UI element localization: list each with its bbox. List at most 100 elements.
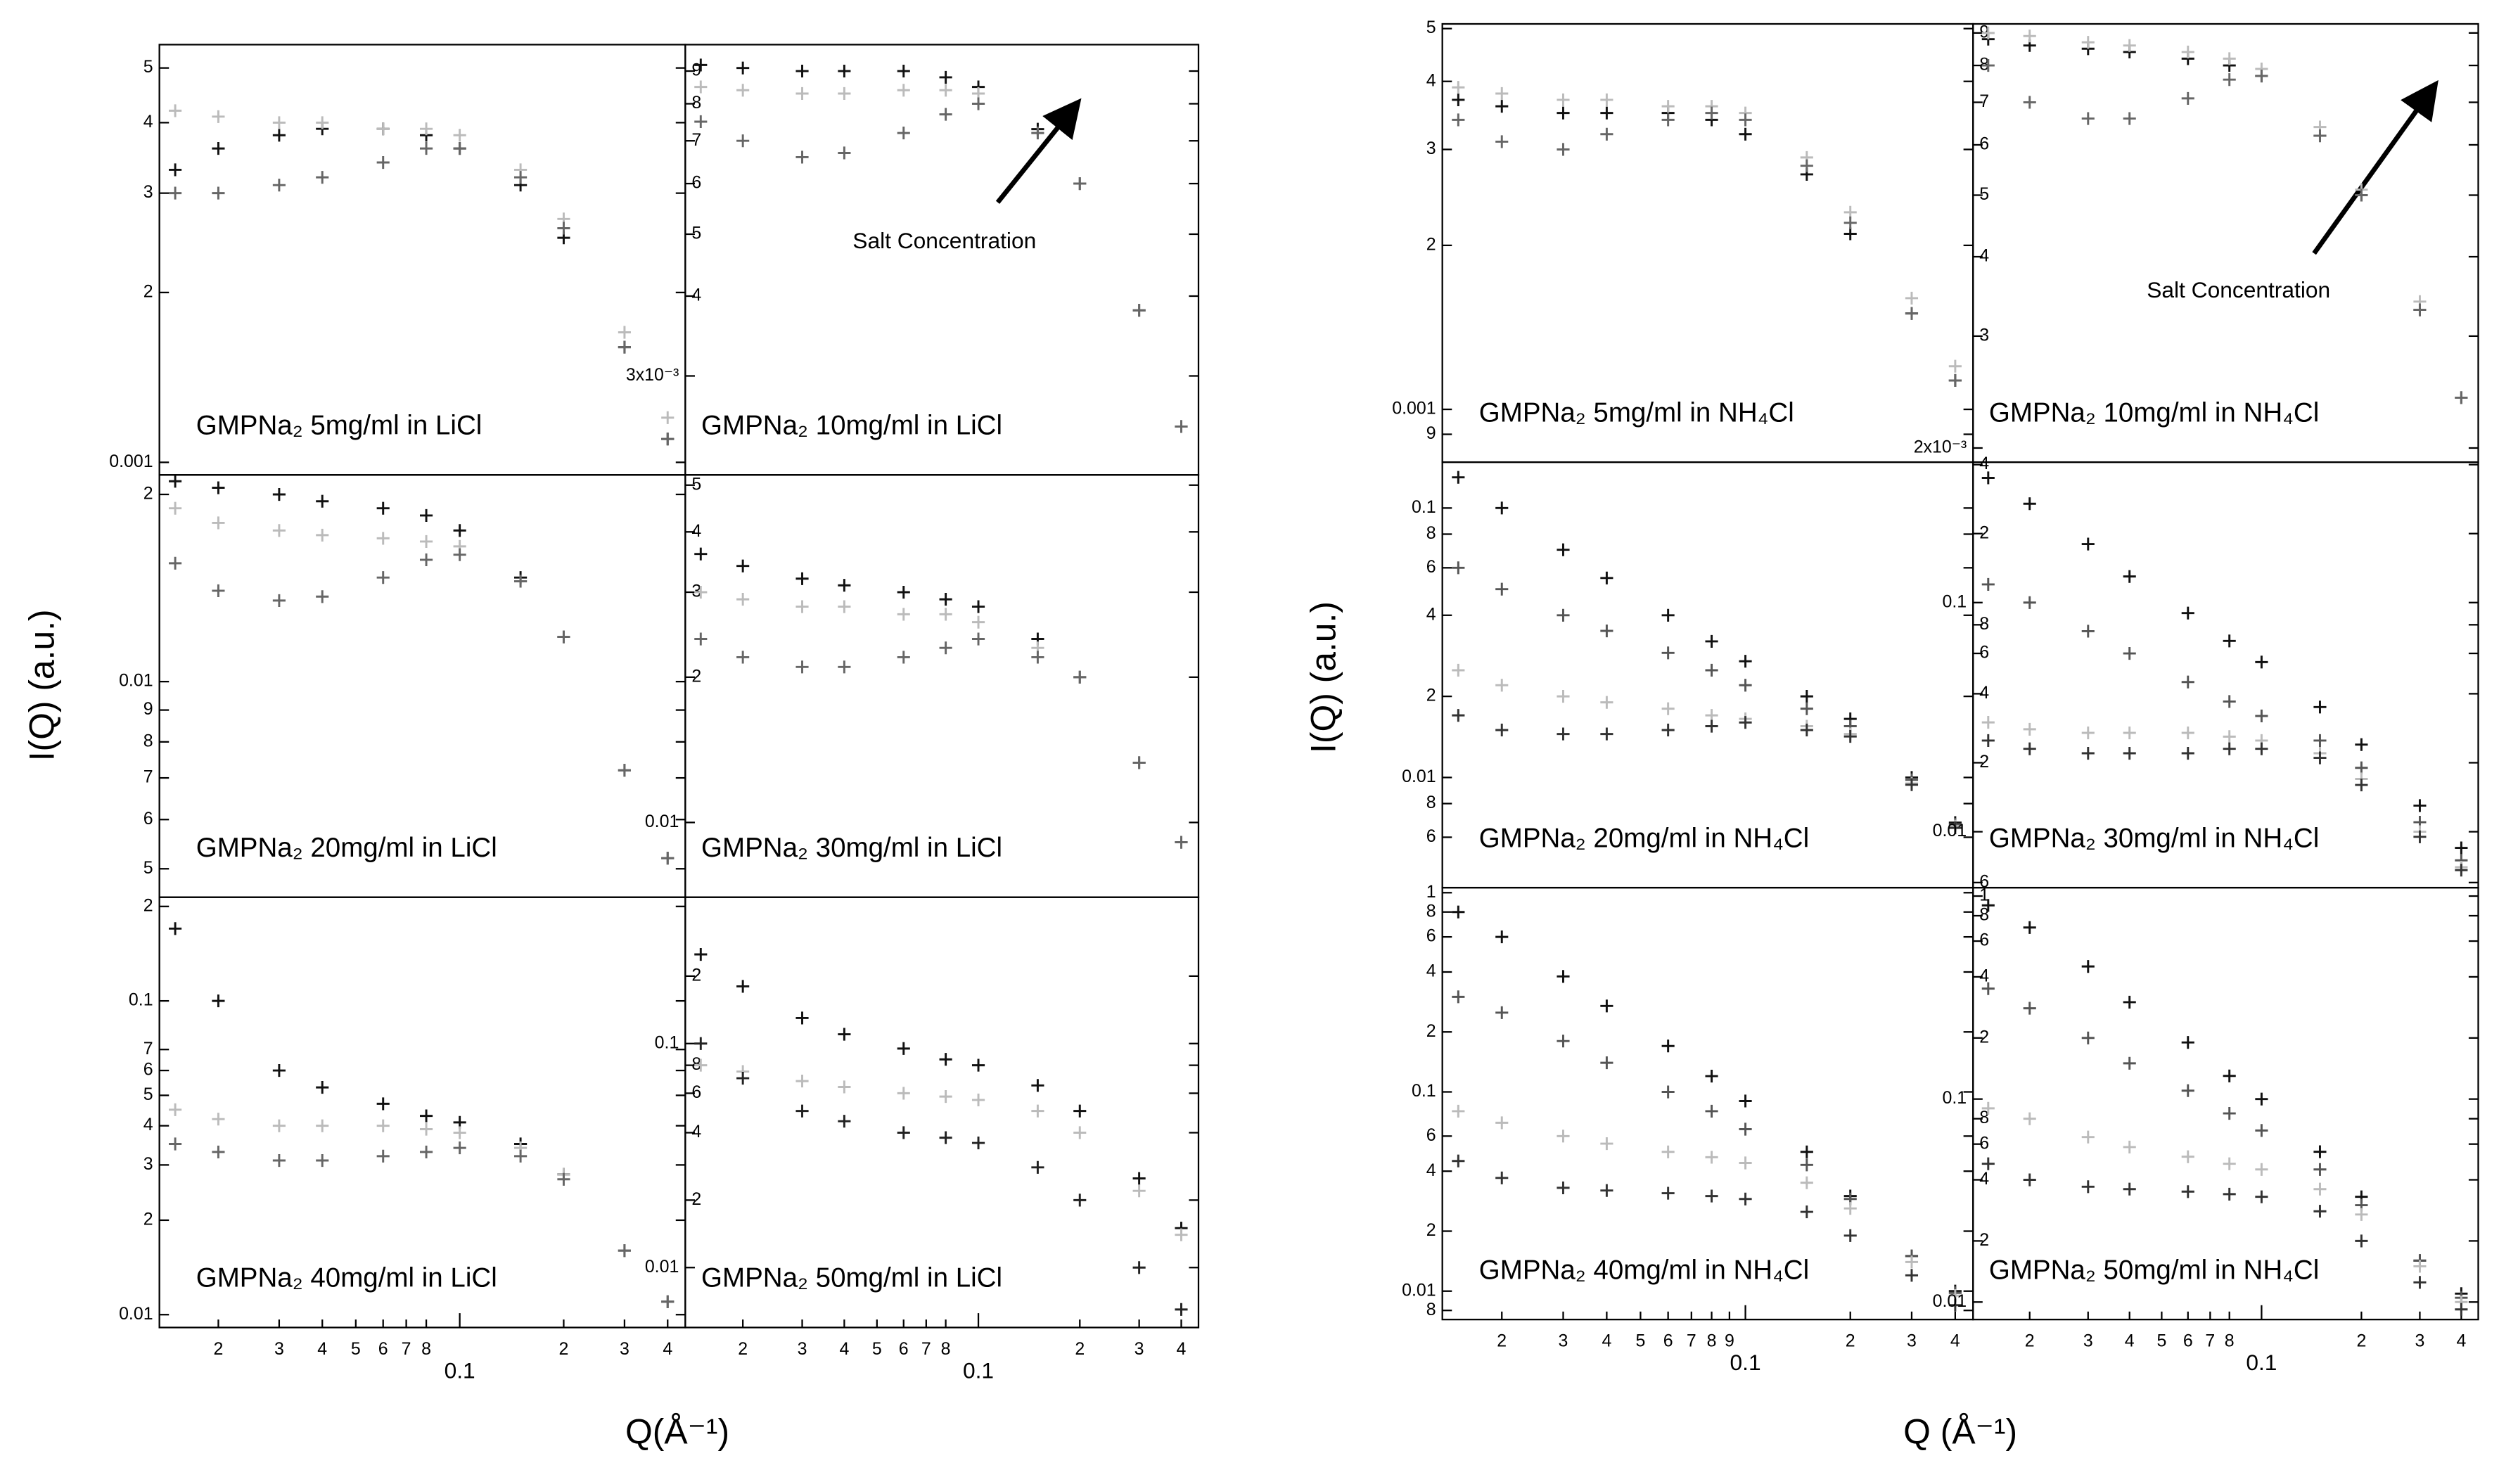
- marker: [2413, 799, 2427, 812]
- marker: [1843, 216, 1857, 229]
- marker: [514, 171, 528, 184]
- marker: [2313, 701, 2327, 714]
- marker: [1905, 291, 1919, 305]
- y-tick-label: 6: [1979, 1133, 1989, 1153]
- y-tick-label: 9: [143, 699, 153, 719]
- marker: [1981, 899, 1995, 912]
- data-points: [1981, 26, 2468, 404]
- y-tick-label: 3: [1426, 139, 1436, 158]
- x-tick-label: 3: [2083, 1331, 2093, 1350]
- marker: [2455, 841, 2468, 855]
- marker: [1452, 709, 1465, 722]
- marker: [2255, 1124, 2268, 1137]
- y-axis-label: I(Q) (a.u.): [23, 609, 62, 761]
- marker: [1132, 304, 1146, 317]
- marker: [897, 64, 910, 78]
- marker: [169, 1137, 182, 1151]
- y-tick-label: 6: [691, 1082, 701, 1102]
- marker: [2023, 742, 2036, 755]
- marker: [212, 1145, 225, 1158]
- marker: [2313, 734, 2327, 747]
- marker: [897, 651, 910, 664]
- marker: [1661, 1145, 1675, 1158]
- marker: [2181, 45, 2194, 58]
- panel: 6 0.01 2 4 6 8 0.1 2 4 GMPNa₂ 30mg/ml in NH₄Cl: [1933, 454, 2479, 891]
- marker: [795, 1075, 809, 1088]
- marker: [1452, 113, 1465, 127]
- marker: [736, 980, 750, 993]
- marker: [453, 142, 466, 155]
- y-tick-label: 0.01: [1933, 1291, 1967, 1311]
- marker: [2455, 864, 2468, 877]
- marker: [1705, 1151, 1718, 1164]
- x-tick-label: 4: [663, 1339, 672, 1359]
- y-tick-label: 8: [1979, 1108, 1989, 1127]
- marker: [2255, 1163, 2268, 1176]
- x-tick-label: 5: [872, 1339, 882, 1359]
- marker: [272, 594, 286, 607]
- marker: [316, 1119, 329, 1132]
- marker: [661, 1295, 675, 1308]
- marker: [2255, 742, 2268, 755]
- marker: [1661, 723, 1675, 737]
- y-tick-label: 2: [1426, 234, 1436, 254]
- x-tick-label: 7: [1687, 1331, 1696, 1350]
- marker: [2355, 1234, 2368, 1248]
- y-tick-label: 4: [1426, 70, 1436, 90]
- marker: [272, 1153, 286, 1168]
- marker: [169, 922, 182, 935]
- marker: [316, 494, 329, 508]
- marker: [376, 1119, 390, 1132]
- x-tick-label: 4: [1602, 1331, 1611, 1350]
- marker: [1800, 702, 1813, 715]
- panel-annotation: GMPNa₂ 50mg/ml in LiCl: [701, 1263, 1002, 1293]
- marker: [212, 584, 225, 598]
- marker: [971, 1137, 985, 1150]
- y-tick-label: 1: [1979, 885, 1989, 905]
- marker: [2255, 69, 2268, 83]
- marker: [557, 222, 570, 235]
- marker: [2023, 30, 2036, 43]
- y-tick-label: 7: [143, 1039, 153, 1058]
- marker: [2023, 1112, 2036, 1125]
- arrow: [995, 98, 1082, 204]
- y-tick-label: 2: [143, 895, 153, 915]
- marker: [1905, 1255, 1919, 1269]
- panel-annotation: GMPNa₂ 40mg/ml in LiCl: [196, 1263, 497, 1293]
- marker: [1600, 106, 1613, 120]
- marker: [2223, 634, 2236, 648]
- marker: [316, 1153, 329, 1168]
- marker: [2313, 1205, 2327, 1218]
- marker: [897, 585, 910, 599]
- y-tick-label: 2: [1979, 523, 1989, 542]
- marker: [1495, 679, 1509, 692]
- marker: [795, 1104, 809, 1118]
- marker: [1600, 727, 1613, 741]
- x-tick-label: 4: [1950, 1331, 1960, 1350]
- marker: [795, 600, 809, 613]
- y-tick-label: 7: [691, 130, 701, 150]
- marker: [2023, 1002, 2036, 1015]
- y-tick-label: 0.01: [645, 812, 679, 831]
- marker: [1031, 1160, 1044, 1174]
- y-tick-label: 0.01: [1402, 1280, 1436, 1300]
- y-tick-label: 1: [1426, 882, 1436, 902]
- y-tick-label: 6: [1979, 134, 1989, 154]
- marker: [2313, 751, 2327, 765]
- marker: [1557, 608, 1570, 622]
- marker: [2413, 303, 2427, 316]
- marker: [1175, 836, 1188, 849]
- marker: [694, 585, 708, 599]
- marker: [2181, 675, 2194, 689]
- marker: [795, 572, 809, 585]
- marker: [1905, 778, 1919, 791]
- marker: [736, 651, 750, 664]
- marker: [514, 575, 528, 588]
- marker: [1175, 1228, 1188, 1241]
- marker: [2223, 742, 2236, 755]
- x-tick-label: 2: [1075, 1339, 1085, 1359]
- marker: [1600, 999, 1613, 1013]
- marker: [2123, 746, 2136, 760]
- y-tick-label: 4: [691, 286, 701, 305]
